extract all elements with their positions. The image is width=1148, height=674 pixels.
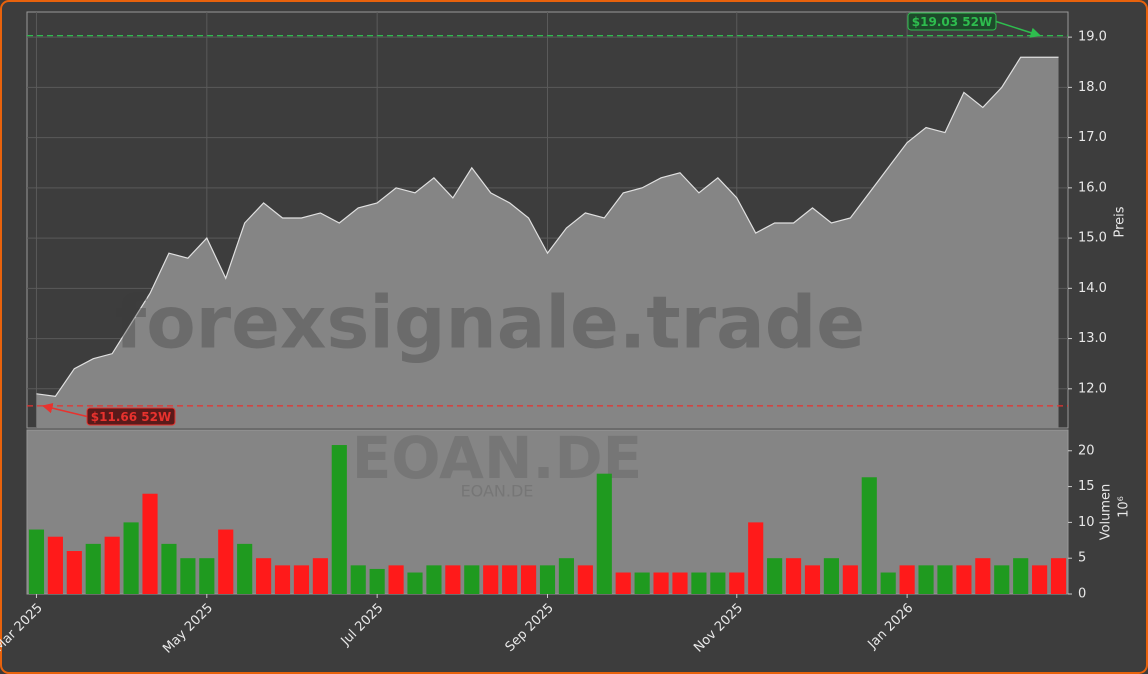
volume-bar: [615, 572, 631, 594]
volume-bar: [483, 565, 499, 594]
volume-bar: [502, 565, 518, 594]
volume-bar: [142, 493, 158, 594]
volume-bar: [85, 543, 101, 594]
price-area: [36, 57, 1059, 428]
annotation-arrow: [41, 403, 88, 418]
price-line: [36, 56, 1059, 397]
volume-bar: [691, 572, 707, 594]
volume-bar: [274, 565, 291, 594]
volume-bar: [748, 522, 764, 594]
volume-bar: [66, 551, 82, 594]
volume-bar: [426, 565, 442, 594]
volume-bar: [104, 536, 120, 594]
watermark: EOAN.DE: [352, 424, 643, 492]
volume-bar: [956, 565, 972, 594]
volume-bar: [804, 565, 821, 594]
y-tick-label: 19.0: [1078, 30, 1107, 45]
volume-bar: [899, 565, 915, 594]
volume-bar: [47, 536, 63, 594]
y-axis-label: Volumen: [1099, 484, 1114, 541]
volume-bar: [823, 558, 839, 594]
volume-bar: [596, 473, 612, 594]
volume-bar: [1013, 558, 1029, 594]
volume-bar: [388, 565, 404, 594]
y-tick-label: 15: [1078, 479, 1095, 494]
volume-bar: [842, 565, 858, 594]
volume-bar: [1050, 558, 1067, 594]
volume-bar: [464, 565, 480, 594]
y-axis-label: Preis: [1113, 206, 1128, 237]
volume-bar: [918, 565, 934, 594]
y-tick-label: 18.0: [1078, 80, 1107, 95]
volume-bar: [407, 572, 423, 594]
volume-bar: [218, 529, 234, 594]
volume-bar: [672, 572, 688, 594]
watermark-small: EOAN.DE: [461, 482, 534, 501]
y-tick-label: 16.0: [1078, 180, 1107, 195]
y-tick-label: 13.0: [1078, 331, 1107, 346]
volume-bar: [767, 558, 783, 594]
annotation-label: $11.66 52W: [91, 410, 171, 424]
y-tick-label: 0: [1078, 587, 1086, 602]
volume-bar: [1032, 565, 1048, 594]
volume-bar: [937, 565, 953, 594]
volume-bar: [577, 565, 593, 594]
watermark: forexsignale.trade: [115, 281, 865, 365]
volume-bar: [161, 543, 177, 594]
volume-bar: [237, 543, 253, 594]
volume-bar: [256, 558, 272, 594]
volume-bar: [653, 572, 669, 594]
volume-bar: [445, 565, 461, 594]
volume-bar: [180, 558, 196, 594]
y-tick-label: 10: [1078, 515, 1095, 530]
volume-bar: [123, 522, 139, 594]
annotation-arrow: [995, 20, 1041, 38]
volume-bar: [558, 558, 574, 594]
volume-bar: [710, 572, 726, 594]
y-tick-label: 14.0: [1078, 281, 1107, 296]
volume-bar: [729, 572, 745, 594]
y-tick-label: 12.0: [1078, 381, 1107, 396]
volume-bar: [312, 558, 328, 594]
volume-bar: [539, 565, 556, 594]
y-tick-label: 20: [1078, 443, 1095, 458]
volume-bar: [785, 558, 802, 594]
volume-bar: [331, 445, 347, 594]
volume-bar: [975, 558, 991, 594]
volume-bar: [521, 565, 537, 594]
y-tick-label: 17.0: [1078, 130, 1107, 145]
axis-multiplier: 10⁶: [1117, 496, 1132, 518]
volume-bar: [880, 572, 896, 594]
annotation-label: $19.03 52W: [912, 15, 992, 29]
volume-bar: [634, 572, 650, 594]
volume-bar: [369, 568, 385, 594]
volume-bar: [293, 565, 310, 594]
annotation-box: [86, 407, 176, 426]
annotation-box: [907, 12, 997, 31]
volume-bar: [350, 565, 366, 594]
y-tick-label: 5: [1078, 551, 1086, 566]
y-tick-label: 15.0: [1078, 231, 1107, 246]
volume-bar: [861, 477, 877, 594]
volume-bar: [28, 529, 45, 594]
volume-bar: [199, 558, 215, 594]
volume-bar: [994, 565, 1010, 594]
